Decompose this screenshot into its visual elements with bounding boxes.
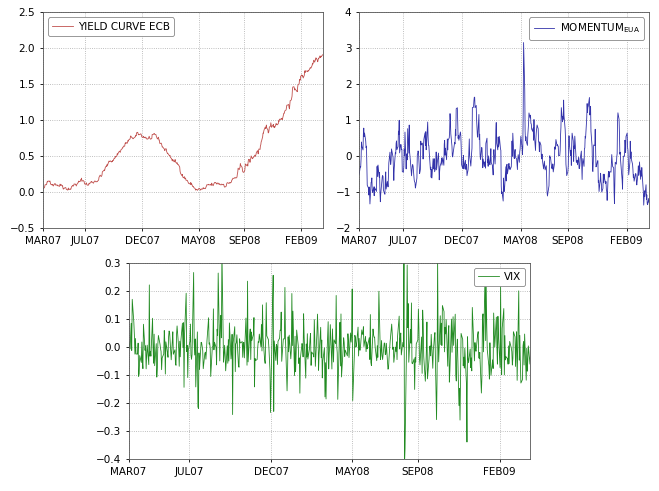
Legend: MOMENTUM$_{\mathregular{EUA}}$: MOMENTUM$_{\mathregular{EUA}}$	[529, 18, 644, 40]
Legend: YIELD CURVE ECB: YIELD CURVE ECB	[48, 18, 175, 36]
Legend: VIX: VIX	[474, 268, 525, 286]
